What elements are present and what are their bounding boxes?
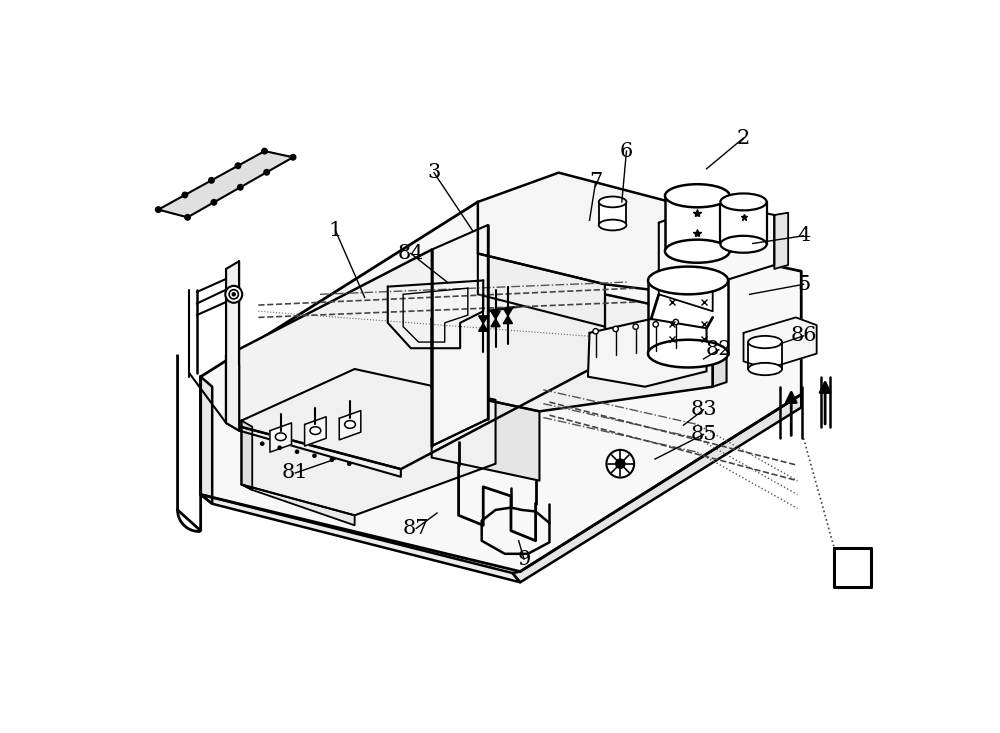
Polygon shape bbox=[201, 495, 520, 582]
Text: 83: 83 bbox=[690, 400, 717, 419]
Polygon shape bbox=[270, 423, 292, 452]
Circle shape bbox=[184, 214, 191, 221]
Circle shape bbox=[235, 162, 241, 169]
Text: 82: 82 bbox=[706, 340, 732, 359]
Ellipse shape bbox=[648, 340, 728, 367]
Polygon shape bbox=[720, 202, 767, 244]
Polygon shape bbox=[503, 308, 512, 316]
Text: 7: 7 bbox=[589, 172, 602, 191]
Polygon shape bbox=[599, 202, 626, 225]
Ellipse shape bbox=[720, 236, 767, 253]
Ellipse shape bbox=[665, 240, 730, 262]
Circle shape bbox=[593, 328, 598, 334]
Ellipse shape bbox=[229, 290, 238, 299]
Ellipse shape bbox=[748, 363, 782, 375]
Text: 5: 5 bbox=[797, 275, 810, 294]
Polygon shape bbox=[479, 316, 488, 323]
Polygon shape bbox=[241, 369, 496, 515]
Ellipse shape bbox=[648, 267, 728, 295]
Circle shape bbox=[277, 446, 282, 450]
Text: 86: 86 bbox=[790, 326, 817, 345]
Polygon shape bbox=[512, 394, 801, 582]
Text: 85: 85 bbox=[690, 425, 717, 444]
Circle shape bbox=[616, 459, 625, 468]
Circle shape bbox=[237, 184, 244, 191]
Circle shape bbox=[208, 177, 215, 184]
Polygon shape bbox=[588, 319, 707, 387]
Polygon shape bbox=[432, 225, 488, 446]
Polygon shape bbox=[834, 548, 871, 587]
Polygon shape bbox=[201, 377, 212, 504]
Polygon shape bbox=[241, 485, 355, 526]
Circle shape bbox=[633, 324, 638, 329]
Text: 87: 87 bbox=[403, 519, 430, 538]
Circle shape bbox=[261, 147, 268, 155]
Polygon shape bbox=[665, 196, 730, 251]
Polygon shape bbox=[226, 250, 605, 469]
Text: 2: 2 bbox=[737, 128, 750, 147]
Polygon shape bbox=[226, 423, 401, 476]
Polygon shape bbox=[478, 254, 605, 327]
Circle shape bbox=[263, 169, 270, 176]
Ellipse shape bbox=[275, 433, 286, 441]
Text: 4: 4 bbox=[797, 226, 810, 246]
Polygon shape bbox=[226, 261, 239, 430]
Polygon shape bbox=[241, 421, 252, 490]
Text: 3: 3 bbox=[427, 163, 441, 183]
Circle shape bbox=[295, 449, 299, 454]
Circle shape bbox=[210, 199, 217, 206]
Text: 6: 6 bbox=[620, 141, 633, 161]
Circle shape bbox=[181, 191, 188, 199]
Polygon shape bbox=[158, 151, 293, 217]
Circle shape bbox=[290, 154, 297, 161]
Text: 1: 1 bbox=[329, 221, 342, 240]
Text: 9: 9 bbox=[517, 550, 531, 569]
Circle shape bbox=[613, 326, 618, 331]
Polygon shape bbox=[478, 173, 713, 292]
Ellipse shape bbox=[599, 196, 626, 207]
Ellipse shape bbox=[232, 292, 235, 296]
Polygon shape bbox=[659, 202, 774, 284]
Polygon shape bbox=[226, 356, 239, 430]
Ellipse shape bbox=[748, 336, 782, 348]
Polygon shape bbox=[659, 271, 713, 312]
Polygon shape bbox=[305, 417, 326, 446]
Circle shape bbox=[673, 320, 678, 325]
Text: 84: 84 bbox=[398, 244, 424, 263]
Polygon shape bbox=[744, 317, 817, 369]
Circle shape bbox=[260, 441, 265, 446]
Text: 81: 81 bbox=[282, 463, 309, 482]
Polygon shape bbox=[774, 213, 788, 269]
Circle shape bbox=[330, 457, 334, 462]
Polygon shape bbox=[748, 342, 782, 369]
Circle shape bbox=[653, 322, 658, 327]
Polygon shape bbox=[491, 319, 500, 327]
Polygon shape bbox=[713, 313, 727, 387]
Ellipse shape bbox=[225, 286, 242, 303]
Polygon shape bbox=[339, 410, 361, 440]
Ellipse shape bbox=[345, 421, 355, 428]
Ellipse shape bbox=[665, 184, 730, 207]
Polygon shape bbox=[503, 316, 512, 323]
Circle shape bbox=[312, 454, 317, 458]
Circle shape bbox=[606, 450, 634, 478]
Polygon shape bbox=[201, 202, 801, 572]
Polygon shape bbox=[491, 312, 500, 319]
Circle shape bbox=[347, 461, 352, 466]
Polygon shape bbox=[432, 388, 539, 481]
Circle shape bbox=[155, 206, 162, 213]
Polygon shape bbox=[479, 323, 488, 331]
Polygon shape bbox=[432, 295, 713, 411]
Ellipse shape bbox=[599, 220, 626, 230]
Ellipse shape bbox=[310, 427, 321, 435]
Polygon shape bbox=[648, 281, 728, 353]
Ellipse shape bbox=[720, 194, 767, 210]
